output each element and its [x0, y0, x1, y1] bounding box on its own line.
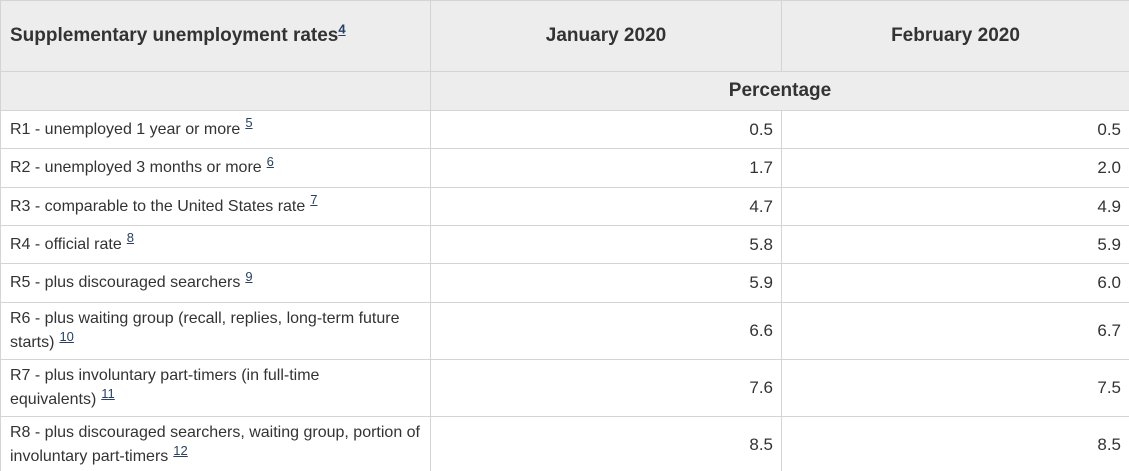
table-row-r2: R2 - unemployed 3 months or more 6 1.7 2.… [0, 148, 1129, 188]
value-r7-february: 7.5 [781, 359, 1129, 417]
row-label-text: R7 - plus involuntary part-timers (in fu… [10, 367, 320, 408]
empty-corner-cell [0, 71, 431, 111]
value-r4-january: 5.8 [430, 225, 782, 264]
value-r2-january: 1.7 [430, 148, 782, 188]
value-r5-january: 5.9 [430, 263, 782, 303]
row-footnote: 7 [310, 192, 317, 207]
row-label-text: R4 - official rate [10, 235, 122, 253]
unit-header-row: Percentage [0, 71, 1129, 111]
row-label-r2: R2 - unemployed 3 months or more 6 [0, 148, 431, 188]
row-footnote: 11 [101, 386, 115, 401]
row-label-r4: R4 - official rate 8 [0, 225, 431, 264]
value-r6-january: 6.6 [430, 302, 782, 360]
table-row-r3: R3 - comparable to the United States rat… [0, 187, 1129, 226]
column-header-january-2020: January 2020 [430, 0, 782, 72]
footnote-link-10[interactable]: 10 [59, 328, 74, 344]
table-title-cell: Supplementary unemployment rates4 [0, 0, 431, 72]
row-label-r3: R3 - comparable to the United States rat… [0, 187, 431, 226]
footnote-link-7[interactable]: 7 [310, 192, 318, 208]
row-footnote: 9 [245, 269, 252, 284]
row-label-r8: R8 - plus discouraged searchers, waiting… [0, 416, 431, 471]
value-r3-february: 4.9 [781, 187, 1129, 226]
value-r5-february: 6.0 [781, 263, 1129, 303]
column-header-february-2020: February 2020 [781, 0, 1129, 72]
value-r8-january: 8.5 [430, 416, 782, 471]
footnote-link-11[interactable]: 11 [101, 385, 115, 401]
table-row-r1: R1 - unemployed 1 year or more 5 0.5 0.5 [0, 110, 1129, 149]
row-label-text: R8 - plus discouraged searchers, waiting… [10, 424, 420, 465]
table-row-r4: R4 - official rate 8 5.8 5.9 [0, 225, 1129, 264]
footnote-link-8[interactable]: 8 [126, 230, 134, 246]
row-label-r1: R1 - unemployed 1 year or more 5 [0, 110, 431, 149]
value-r1-january: 0.5 [430, 110, 782, 149]
row-label-r6: R6 - plus waiting group (recall, replies… [0, 302, 431, 360]
footnote-link-12[interactable]: 12 [173, 442, 188, 458]
row-label-text: R6 - plus waiting group (recall, replies… [10, 310, 400, 351]
table-row-r5: R5 - plus discouraged searchers 9 5.9 6.0 [0, 263, 1129, 303]
row-footnote: 5 [245, 115, 252, 130]
footnote-link-5[interactable]: 5 [245, 115, 253, 131]
footnote-link-6[interactable]: 6 [266, 153, 274, 169]
row-label-r5: R5 - plus discouraged searchers 9 [0, 263, 431, 303]
row-label-r7: R7 - plus involuntary part-timers (in fu… [0, 359, 431, 417]
table-title: Supplementary unemployment rates [10, 25, 339, 46]
table-row-r7: R7 - plus involuntary part-timers (in fu… [0, 359, 1129, 417]
value-r1-february: 0.5 [781, 110, 1129, 149]
row-label-text: R5 - plus discouraged searchers [10, 274, 241, 291]
value-r4-february: 5.9 [781, 225, 1129, 264]
footnote-link-4[interactable]: 4 [338, 21, 346, 37]
row-label-text: R1 - unemployed 1 year or more [10, 120, 241, 138]
title-footnote: 4 [338, 22, 345, 37]
value-r3-january: 4.7 [430, 187, 782, 226]
row-footnote: 6 [267, 154, 274, 169]
table-row-r8: R8 - plus discouraged searchers, waiting… [0, 416, 1129, 471]
table-header-row: Supplementary unemployment rates4 Januar… [0, 0, 1129, 72]
row-label-text: R3 - comparable to the United States rat… [10, 197, 306, 215]
value-r6-february: 6.7 [781, 302, 1129, 360]
table-row-r6: R6 - plus waiting group (recall, replies… [0, 302, 1129, 360]
value-r2-february: 2.0 [781, 148, 1129, 188]
row-label-text: R2 - unemployed 3 months or more [10, 159, 262, 176]
value-r8-february: 8.5 [781, 416, 1129, 471]
value-r7-january: 7.6 [430, 359, 782, 417]
row-footnote: 8 [127, 230, 134, 245]
row-footnote: 12 [173, 443, 187, 458]
unit-header-percentage: Percentage [430, 71, 1129, 111]
footnote-link-9[interactable]: 9 [245, 268, 253, 284]
row-footnote: 10 [59, 329, 73, 344]
